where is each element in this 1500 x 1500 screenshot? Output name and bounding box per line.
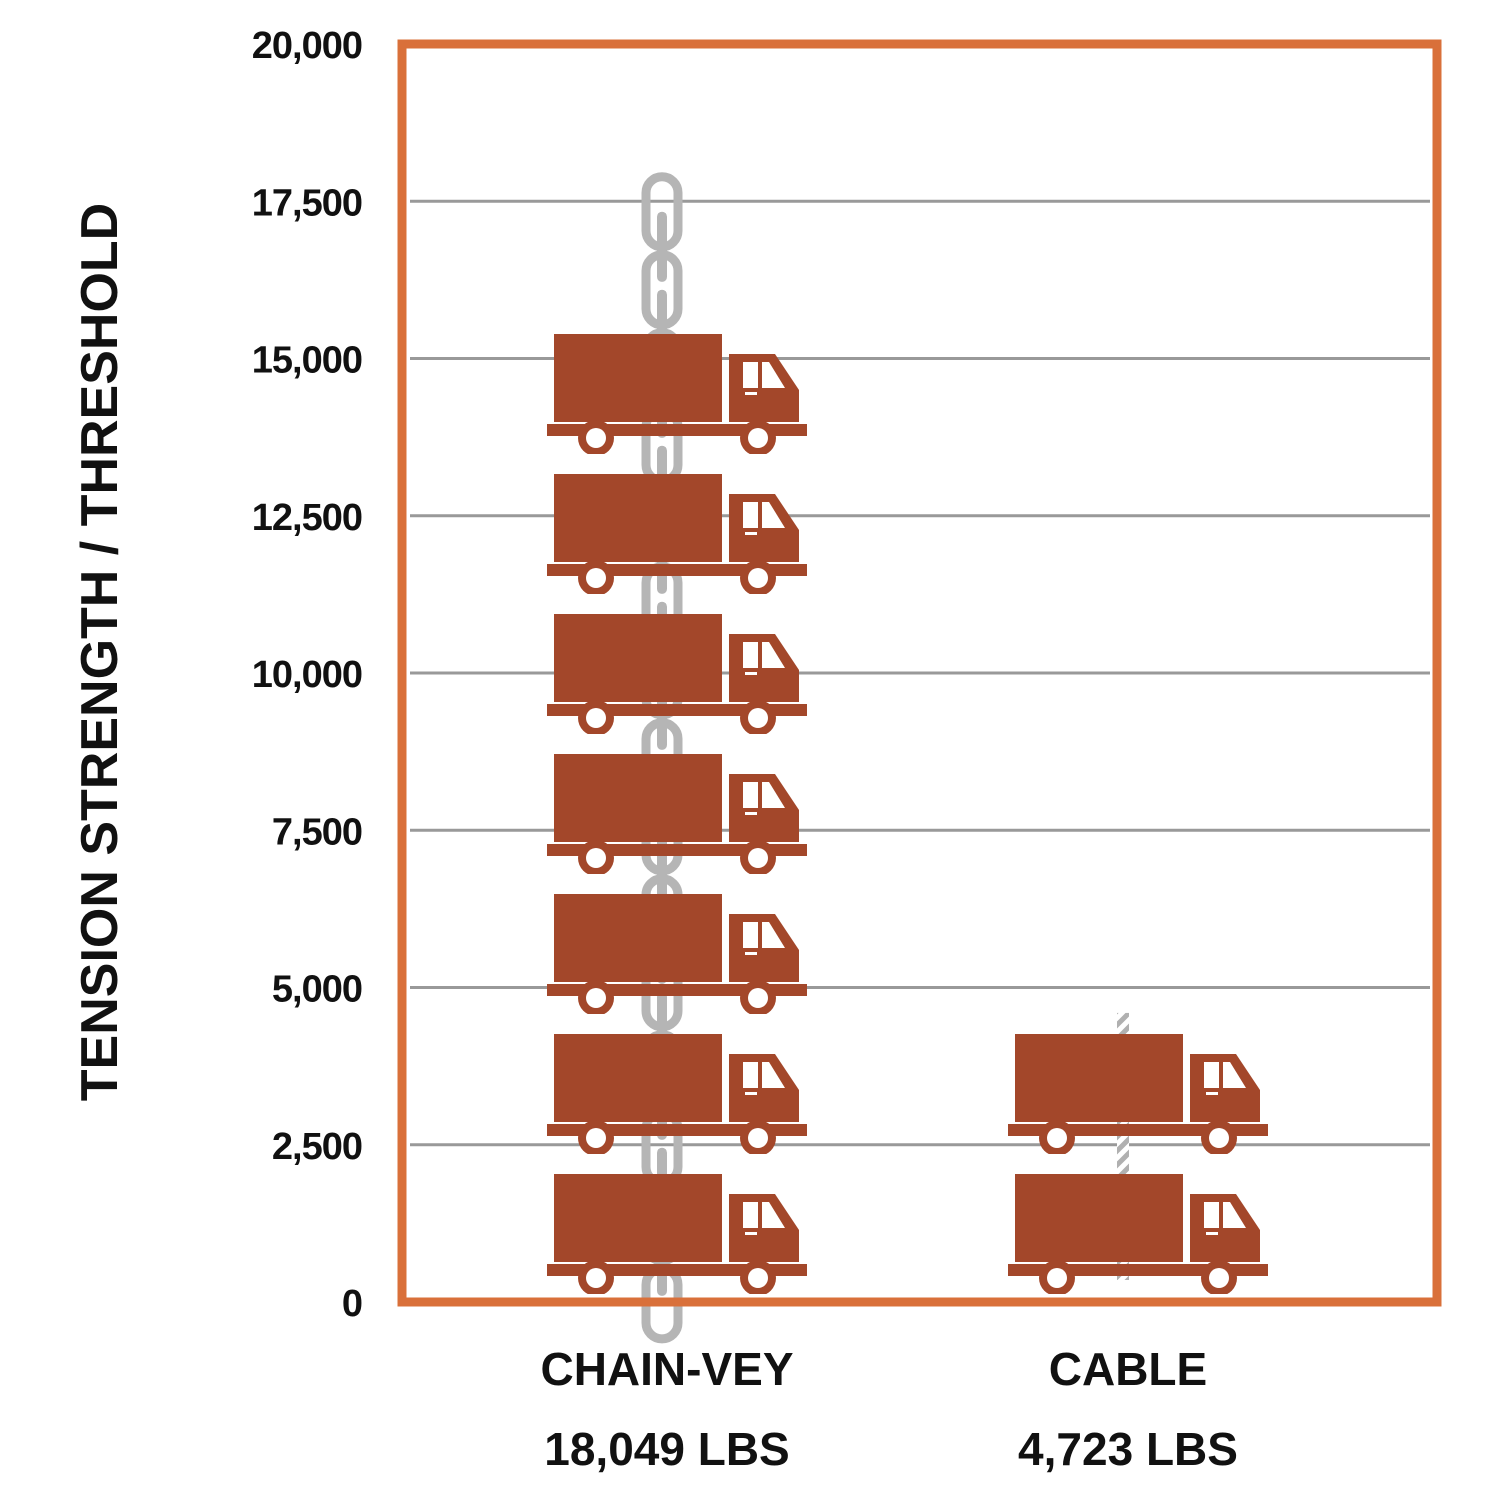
plot-frame <box>397 39 1442 1307</box>
y-tick-label: 20,000 <box>252 25 362 67</box>
y-tick-label: 10,000 <box>252 654 362 696</box>
y-tick-label: 15,000 <box>252 340 362 382</box>
truck-icon <box>547 614 807 734</box>
y-tick-label: 5,000 <box>272 969 362 1011</box>
truck-icon <box>1008 1174 1268 1294</box>
y-tick-label: 0 <box>342 1283 362 1325</box>
category-label: CABLE <box>1049 1343 1207 1395</box>
truck-icon <box>1008 1034 1268 1154</box>
bars <box>547 172 1268 1344</box>
value-label: 4,723 LBS <box>1018 1423 1238 1475</box>
category-labels: CHAIN-VEY 18,049 LBS CABLE 4,723 LBS <box>540 1343 1237 1475</box>
chain-link <box>657 211 667 282</box>
y-axis-ticks: 0 2,500 5,000 7,500 10,000 12,500 15,000 17,500… <box>252 25 363 1325</box>
y-tick-label: 2,500 <box>272 1126 362 1168</box>
y-tick-label: 12,500 <box>252 497 362 539</box>
y-tick-label: 7,500 <box>272 811 362 853</box>
y-axis-label: TENSION STRENGTH / THRESHOLD <box>71 203 129 1101</box>
bar-cable <box>1008 1012 1268 1294</box>
bar-chain-vey <box>547 172 807 1344</box>
value-label: 18,049 LBS <box>544 1423 789 1475</box>
category-label: CHAIN-VEY <box>540 1343 793 1395</box>
y-tick-label: 17,500 <box>252 182 362 224</box>
